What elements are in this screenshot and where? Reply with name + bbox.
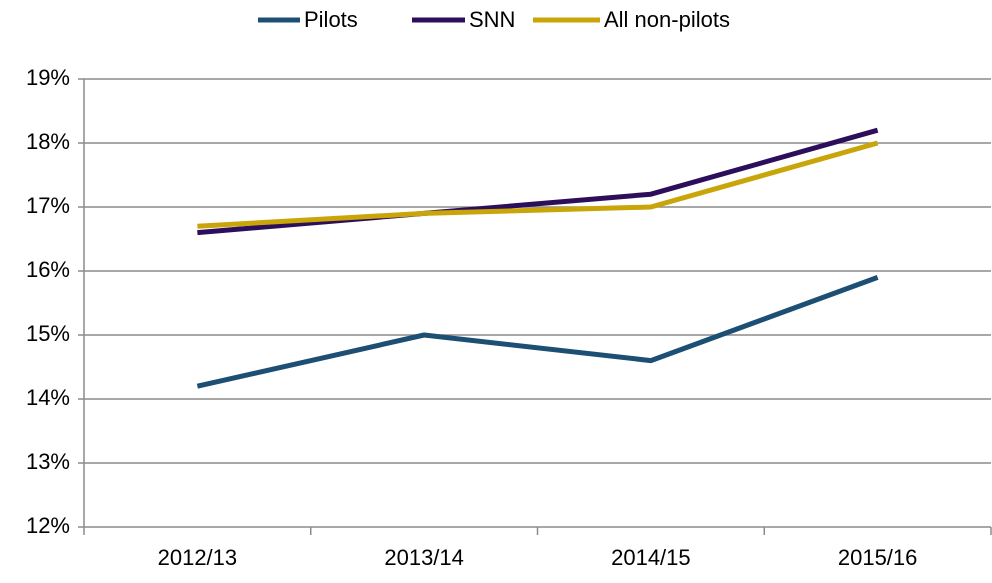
x-tick-label: 2013/14	[384, 545, 464, 570]
y-tick-label: 17%	[26, 193, 70, 218]
y-tick-label: 19%	[26, 65, 70, 90]
legend-label: Pilots	[304, 7, 358, 32]
series-line	[197, 127, 879, 236]
y-tick-label: 16%	[26, 257, 70, 282]
legend-label: SNN	[469, 7, 515, 32]
x-tick-label: 2015/16	[838, 545, 918, 570]
y-tick-label: 12%	[26, 513, 70, 538]
x-tick-label: 2014/15	[611, 545, 691, 570]
series-line	[197, 140, 879, 229]
y-tick-label: 14%	[26, 385, 70, 410]
y-tick-label: 15%	[26, 321, 70, 346]
legend-label: All non-pilots	[604, 7, 730, 32]
y-tick-label: 13%	[26, 449, 70, 474]
x-tick-label: 2012/13	[158, 545, 238, 570]
y-tick-label: 18%	[26, 129, 70, 154]
series-line	[196, 275, 879, 389]
